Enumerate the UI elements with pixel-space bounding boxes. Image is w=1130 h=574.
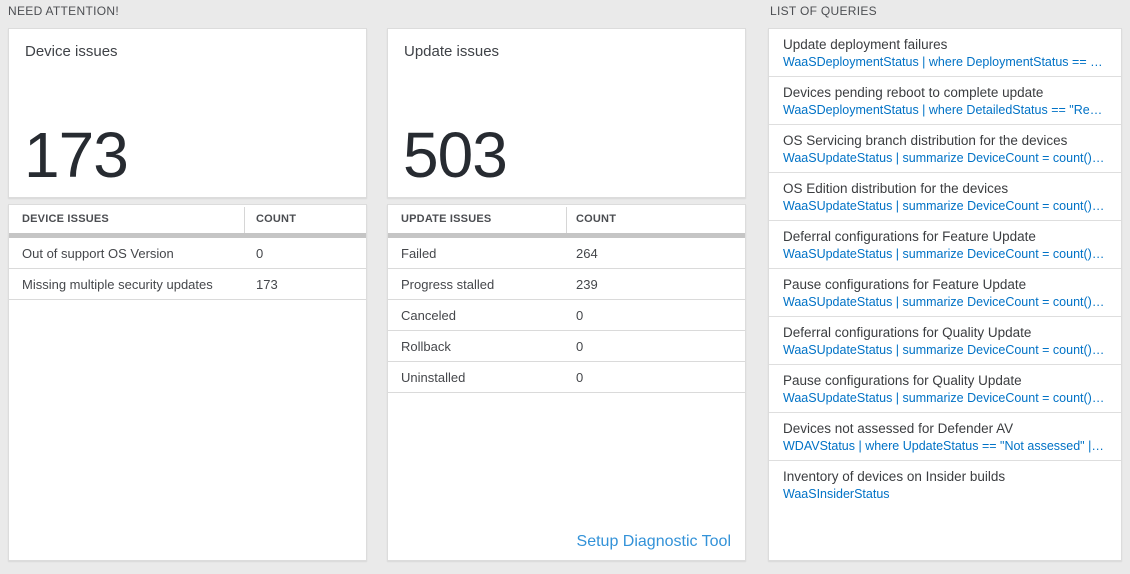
row-label: Rollback	[401, 338, 451, 354]
query-title: Update deployment failures	[783, 37, 948, 52]
query-item[interactable]: Inventory of devices on Insider builds W…	[769, 461, 1121, 509]
update-issues-count: 503	[403, 119, 508, 191]
device-table-col-count: COUNT	[256, 213, 297, 225]
table-header-shadow-bar	[9, 233, 366, 238]
row-count: 0	[576, 369, 584, 385]
query-item[interactable]: Pause configurations for Quality Update …	[769, 365, 1121, 413]
row-label: Missing multiple security updates	[22, 276, 213, 292]
query-code: WaaSUpdateStatus | summarize DeviceCount…	[783, 343, 1107, 357]
row-count: 0	[256, 245, 264, 261]
query-item[interactable]: OS Edition distribution for the devices …	[769, 173, 1121, 221]
list-of-queries-card: Update deployment failures WaaSDeploymen…	[768, 28, 1122, 561]
row-count: 0	[576, 338, 584, 354]
column-divider	[566, 207, 567, 233]
device-issues-tile[interactable]: Device issues 173	[8, 28, 367, 198]
table-row[interactable]: Rollback 0	[388, 331, 745, 362]
query-code: WaaSUpdateStatus | summarize DeviceCount…	[783, 199, 1107, 213]
row-label: Progress stalled	[401, 276, 495, 292]
query-item[interactable]: Pause configurations for Feature Update …	[769, 269, 1121, 317]
column-divider	[244, 207, 245, 233]
query-code: WaaSUpdateStatus | summarize DeviceCount…	[783, 247, 1107, 261]
row-count: 264	[576, 245, 598, 261]
query-title: Pause configurations for Feature Update	[783, 277, 1027, 292]
query-code: WaaSInsiderStatus	[783, 487, 890, 501]
table-row[interactable]: Canceled 0	[388, 300, 745, 331]
device-issues-table: DEVICE ISSUES COUNT Out of support OS Ve…	[8, 204, 367, 561]
row-count: 0	[576, 307, 584, 323]
query-item[interactable]: Deferral configurations for Feature Upda…	[769, 221, 1121, 269]
table-header-shadow-bar	[388, 233, 745, 238]
query-code: WaaSDeploymentStatus | where DeploymentS…	[783, 55, 1107, 69]
table-row[interactable]: Out of support OS Version 0	[9, 238, 366, 269]
device-issues-title: Device issues	[25, 43, 118, 60]
query-code: WaaSDeploymentStatus | where DetailedSta…	[783, 103, 1107, 117]
device-issues-count: 173	[24, 119, 129, 191]
query-item[interactable]: Update deployment failures WaaSDeploymen…	[769, 29, 1121, 77]
query-item[interactable]: OS Servicing branch distribution for the…	[769, 125, 1121, 173]
update-table-col-issues: UPDATE ISSUES	[401, 213, 492, 225]
row-label: Canceled	[401, 307, 456, 323]
table-row[interactable]: Missing multiple security updates 173	[9, 269, 366, 300]
query-title: Devices pending reboot to complete updat…	[783, 85, 1044, 100]
query-title: OS Edition distribution for the devices	[783, 181, 1009, 196]
query-title: Deferral configurations for Quality Upda…	[783, 325, 1032, 340]
row-label: Failed	[401, 245, 437, 261]
query-code: WaaSUpdateStatus | summarize DeviceCount…	[783, 295, 1107, 309]
row-label: Uninstalled	[401, 369, 466, 385]
device-table-header: DEVICE ISSUES COUNT	[9, 205, 366, 233]
row-count: 173	[256, 276, 278, 292]
query-title: Inventory of devices on Insider builds	[783, 469, 1006, 484]
need-attention-heading: NEED ATTENTION!	[8, 4, 119, 18]
query-item[interactable]: Devices pending reboot to complete updat…	[769, 77, 1121, 125]
table-row[interactable]: Failed 264	[388, 238, 745, 269]
update-table-col-count: COUNT	[576, 213, 617, 225]
query-title: OS Servicing branch distribution for the…	[783, 133, 1068, 148]
row-label: Out of support OS Version	[22, 245, 174, 261]
query-title: Pause configurations for Quality Update	[783, 373, 1022, 388]
query-title: Devices not assessed for Defender AV	[783, 421, 1014, 436]
query-code: WaaSUpdateStatus | summarize DeviceCount…	[783, 151, 1107, 165]
query-code: WDAVStatus | where UpdateStatus == "Not …	[783, 439, 1107, 453]
list-of-queries-heading: LIST OF QUERIES	[770, 4, 877, 18]
query-item[interactable]: Deferral configurations for Quality Upda…	[769, 317, 1121, 365]
query-title: Deferral configurations for Feature Upda…	[783, 229, 1036, 244]
device-table-col-issues: DEVICE ISSUES	[22, 213, 109, 225]
update-table-header: UPDATE ISSUES COUNT	[388, 205, 745, 233]
update-issues-title: Update issues	[404, 43, 500, 60]
row-count: 239	[576, 276, 598, 292]
update-issues-table: UPDATE ISSUES COUNT Failed 264 Progress …	[387, 204, 746, 561]
table-row[interactable]: Uninstalled 0	[388, 362, 745, 393]
update-issues-tile[interactable]: Update issues 503	[387, 28, 746, 198]
table-row[interactable]: Progress stalled 239	[388, 269, 745, 300]
setup-diagnostic-tool-link[interactable]: Setup Diagnostic Tool	[576, 533, 731, 550]
query-code: WaaSUpdateStatus | summarize DeviceCount…	[783, 391, 1107, 405]
query-item[interactable]: Devices not assessed for Defender AV WDA…	[769, 413, 1121, 461]
